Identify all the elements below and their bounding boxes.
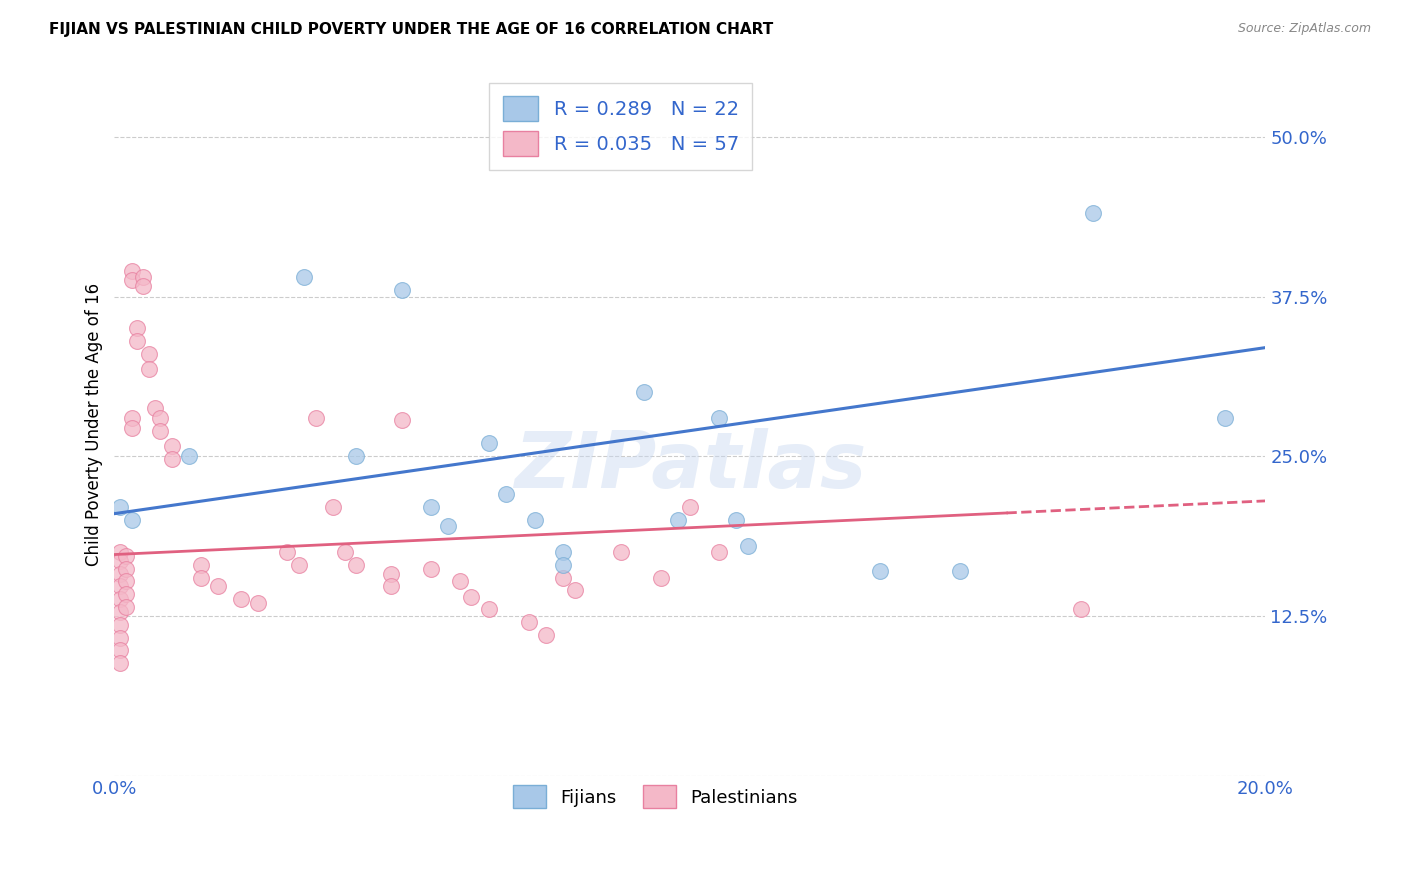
Point (949, 564, 972, 578)
Point (127, 334, 149, 349)
Point (121, 273, 143, 287)
Point (121, 421, 143, 435)
Point (108, 592, 131, 607)
Point (115, 574, 138, 589)
Point (633, 385, 655, 400)
Point (420, 500, 443, 515)
Point (344, 558, 367, 572)
Point (149, 410, 172, 425)
Point (292, 270, 315, 285)
Point (138, 347, 160, 361)
Point (707, 545, 730, 559)
Point (1213, 410, 1236, 425)
Point (517, 615, 540, 630)
Point (707, 410, 730, 425)
Point (190, 558, 212, 572)
Point (1081, 206, 1104, 220)
Point (108, 500, 131, 515)
Point (564, 583, 586, 598)
Point (108, 605, 131, 619)
Point (132, 279, 155, 293)
Legend: Fijians, Palestinians: Fijians, Palestinians (506, 778, 806, 815)
Point (127, 321, 149, 335)
Point (380, 579, 402, 593)
Point (668, 513, 690, 527)
Point (869, 564, 891, 578)
Point (495, 487, 517, 501)
Point (553, 545, 575, 559)
Point (108, 656, 131, 670)
Point (460, 590, 482, 604)
Point (553, 558, 575, 572)
Text: Source: ZipAtlas.com: Source: ZipAtlas.com (1237, 22, 1371, 36)
Point (132, 270, 155, 285)
Point (207, 579, 229, 593)
Point (523, 513, 546, 527)
Text: FIJIAN VS PALESTINIAN CHILD POVERTY UNDER THE AGE OF 16 CORRELATION CHART: FIJIAN VS PALESTINIAN CHILD POVERTY UNDE… (49, 22, 773, 37)
Point (276, 545, 298, 559)
Point (108, 545, 131, 559)
Point (1070, 602, 1092, 616)
Point (477, 436, 499, 450)
Point (115, 587, 138, 601)
Point (179, 449, 201, 463)
Point (108, 631, 131, 645)
Text: ZIPatlas: ZIPatlas (513, 428, 866, 504)
Point (322, 500, 344, 515)
Point (160, 451, 183, 466)
Point (247, 596, 270, 610)
Point (121, 513, 143, 527)
Point (190, 570, 212, 584)
Point (333, 545, 356, 559)
Point (553, 570, 575, 584)
Point (737, 539, 759, 553)
Point (108, 617, 131, 632)
Point (477, 602, 499, 616)
Point (610, 545, 633, 559)
Point (287, 558, 309, 572)
Point (160, 439, 183, 453)
Point (391, 283, 413, 297)
Point (108, 566, 131, 581)
Point (650, 570, 672, 584)
Point (115, 599, 138, 614)
Point (449, 574, 471, 589)
Point (143, 401, 166, 415)
Point (679, 500, 702, 515)
Y-axis label: Child Poverty Under the Age of 16: Child Poverty Under the Age of 16 (86, 283, 103, 566)
Point (121, 264, 143, 278)
Point (115, 549, 138, 563)
Point (108, 579, 131, 593)
Point (121, 410, 143, 425)
Point (108, 554, 131, 568)
Point (380, 566, 402, 581)
Point (391, 413, 413, 427)
Point (534, 628, 557, 642)
Point (108, 643, 131, 657)
Point (115, 561, 138, 575)
Point (149, 424, 172, 438)
Point (437, 519, 460, 533)
Point (344, 449, 367, 463)
Point (138, 362, 160, 376)
Point (229, 592, 252, 607)
Point (305, 410, 328, 425)
Point (420, 561, 443, 575)
Point (724, 513, 747, 527)
